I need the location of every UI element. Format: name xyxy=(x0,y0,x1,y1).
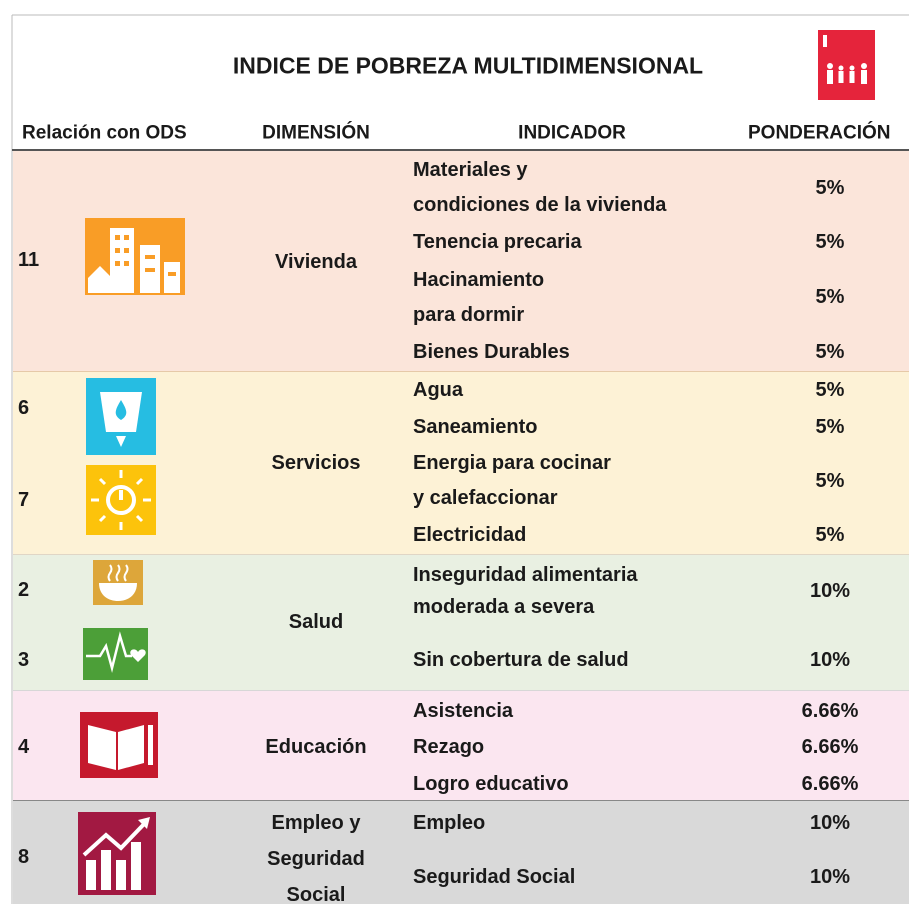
dimension: Empleo y xyxy=(271,812,361,834)
dimension: Educación xyxy=(265,736,367,758)
sdg2-icon xyxy=(93,560,143,605)
weight: 5% xyxy=(815,286,845,308)
indicator: Inseguridad alimentaria xyxy=(413,564,638,586)
group-band xyxy=(13,691,909,800)
dimension: Seguridad xyxy=(267,848,365,870)
indicator: Sin cobertura de salud xyxy=(413,649,629,671)
sdg6-icon xyxy=(86,378,156,455)
weight: 6.66% xyxy=(801,736,859,758)
indicator: Bienes Durables xyxy=(413,341,570,363)
weight: 5% xyxy=(815,470,845,492)
indicator: Agua xyxy=(413,379,463,401)
ods-number: 2 xyxy=(18,579,30,601)
weight: 10% xyxy=(809,580,851,602)
indicator: Asistencia xyxy=(413,700,514,722)
indicator: Tenencia precaria xyxy=(413,231,582,253)
dimension: Vivienda xyxy=(275,251,357,273)
group-band xyxy=(13,801,909,904)
indicator: Hacinamiento xyxy=(413,269,545,291)
ods-number: 3 xyxy=(18,649,30,671)
indicator: Energia para cocinar xyxy=(413,452,611,474)
weight: 5% xyxy=(815,524,845,546)
indicator: Empleo xyxy=(413,812,486,834)
weight: 5% xyxy=(815,379,845,401)
ods-number: 6 xyxy=(18,397,30,419)
sdg7-icon xyxy=(86,465,156,535)
indicator: Logro educativo xyxy=(413,773,569,795)
title: INDICE DE POBREZA MULTIDIMENSIONAL xyxy=(232,52,704,79)
dimension: Servicios xyxy=(271,452,361,474)
weight: 5% xyxy=(815,341,845,363)
weight: 5% xyxy=(815,231,845,253)
weight: 6.66% xyxy=(801,773,859,795)
column-header: INDICADOR xyxy=(518,122,626,144)
ods-number: 4 xyxy=(18,736,30,758)
group-band xyxy=(13,555,909,690)
indicator: y calefaccionar xyxy=(413,487,558,509)
sdg11-icon xyxy=(85,218,185,295)
sdg4-icon xyxy=(80,712,158,778)
indicator: moderada a severa xyxy=(413,596,595,618)
sdg3-icon xyxy=(83,628,148,680)
dimension: Social xyxy=(286,884,346,904)
weight: 10% xyxy=(809,649,851,671)
ods-number: 11 xyxy=(18,249,40,271)
ods-number: 7 xyxy=(18,489,30,511)
indicator: para dormir xyxy=(413,304,525,326)
column-header: Relación con ODS xyxy=(22,122,187,144)
indicator: Seguridad Social xyxy=(413,866,576,888)
sdg1-icon xyxy=(818,30,875,100)
dimension: Salud xyxy=(288,611,344,633)
ods-number: 8 xyxy=(18,846,30,868)
column-header: DIMENSIÓN xyxy=(262,122,370,144)
weight: 6.66% xyxy=(801,700,859,722)
sdg8-icon xyxy=(78,812,156,895)
indicator: Rezago xyxy=(413,736,485,758)
weight: 5% xyxy=(815,177,845,199)
weight: 5% xyxy=(815,416,845,438)
group-band xyxy=(13,372,909,554)
weight: 10% xyxy=(809,812,851,834)
bands xyxy=(13,151,909,904)
indicator: Materiales y xyxy=(413,159,528,181)
indicator: condiciones de la vivienda xyxy=(413,194,667,216)
indicator: Saneamiento xyxy=(413,416,538,438)
column-header: PONDERACIÓN xyxy=(748,122,891,144)
indicator: Electricidad xyxy=(413,524,527,546)
weight: 10% xyxy=(809,866,851,888)
